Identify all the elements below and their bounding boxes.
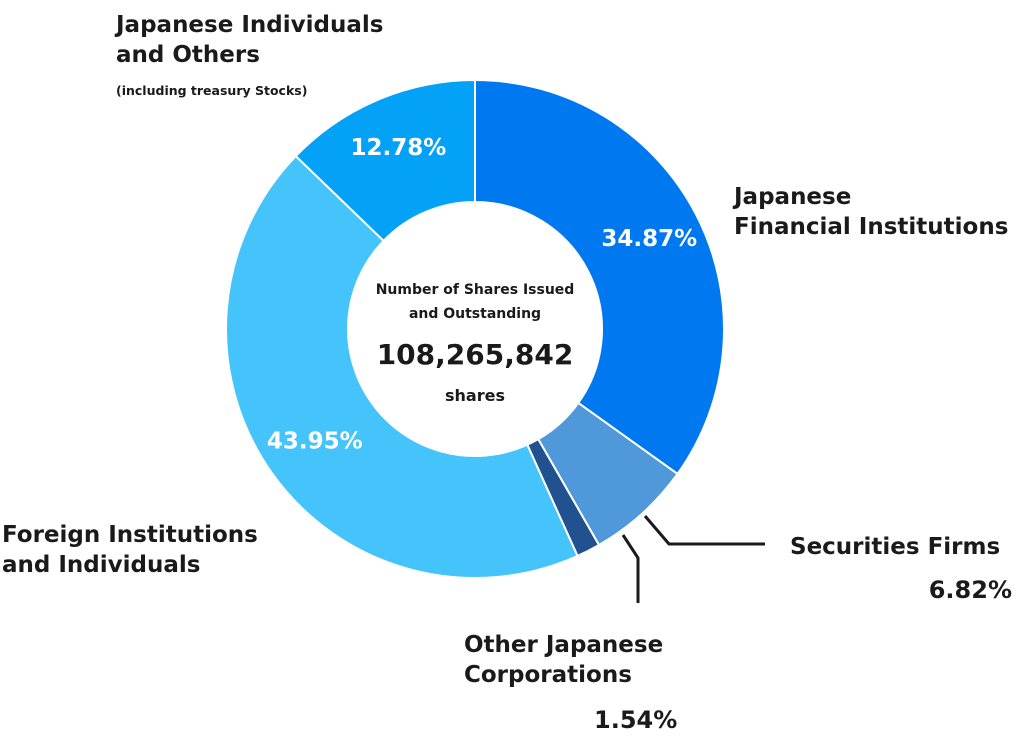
label-line: Financial Institutions (734, 214, 1009, 240)
slice-percent-labels: 34.87% 43.95% 12.78% (267, 135, 697, 454)
leader-lines (621, 515, 765, 603)
donut-slices (225, 78, 725, 579)
slice-label-japanese-financial-institutions: 34.87% (601, 226, 697, 252)
label-line: and Others (116, 42, 260, 68)
slice-foreign-institutions-and-individuals (225, 154, 579, 579)
leader-line-other-japanese-corporations (621, 534, 640, 603)
label-line: Corporations (464, 662, 632, 688)
label-line: Foreign Institutions (2, 522, 258, 548)
slice-label-foreign-institutions-and-individuals: 43.95% (267, 428, 363, 454)
slice-japanese-financial-institutions (474, 78, 725, 476)
label-line: and Individuals (2, 552, 201, 578)
center-heading-line: Number of Shares Issued (375, 282, 575, 298)
center-share-count: 108,265,842 (376, 338, 574, 371)
label-line: Other Japanese (464, 632, 664, 658)
center-heading-line: and Outstanding (408, 306, 542, 322)
label-japanese-financial-institutions: Japanese Financial Institutions (734, 182, 1008, 242)
label-securities-firms: Securities Firms (790, 534, 1001, 560)
center-unit: shares (445, 386, 505, 405)
center-heading: Number of Shares Issued and Outstanding (340, 278, 610, 326)
label-japanese-individuals-sublabel: (including treasury Stocks) (116, 83, 308, 98)
leader-line-securities-firms (643, 515, 765, 546)
slice-japanese-individuals-and-others (294, 78, 476, 243)
value-securities-firms: 6.82% (928, 576, 1012, 604)
label-other-japanese-corporations: Other Japanese Corporations (464, 630, 663, 690)
value-other-japanese-corporations: 1.54% (594, 706, 678, 734)
label-line: Japanese Individuals (116, 12, 384, 38)
label-japanese-individuals-and-others: Japanese Individuals and Others (116, 10, 383, 70)
label-line: Japanese (734, 184, 852, 210)
slice-label-japanese-individuals-and-others: 12.78% (350, 135, 446, 161)
label-foreign-institutions-and-individuals: Foreign Institutions and Individuals (2, 520, 258, 580)
